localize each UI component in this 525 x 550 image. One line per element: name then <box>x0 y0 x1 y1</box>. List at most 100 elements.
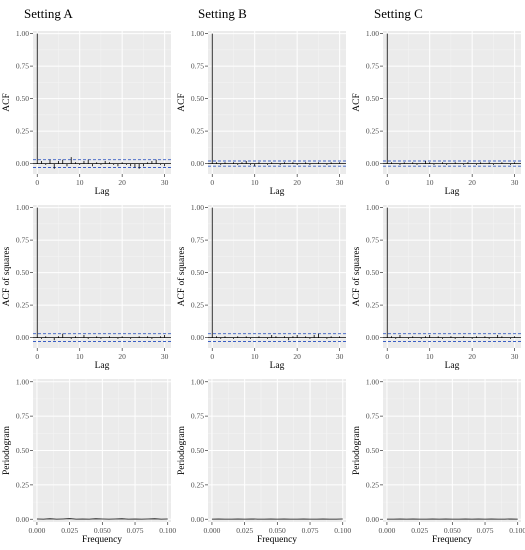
y-tick-label: 0.50 <box>16 268 29 277</box>
y-tick-label: 0.75 <box>191 236 204 245</box>
y-tick-label: 1.00 <box>366 203 379 212</box>
column-title-setting-b: Setting B <box>198 6 247 21</box>
y-axis-title: ACF of squares <box>1 246 12 306</box>
panel-setting-b-row-2: 0.00 0.25 0.50 0.75 1.00 0.000 0.025 0.050 0.075… <box>177 377 351 545</box>
y-tick-label: 0.00 <box>16 333 29 342</box>
y-axis-title: Periodogram <box>352 425 362 475</box>
panel-setting-b-row-1: 0.00 0.25 0.50 0.75 1.00 0 10 20 30 Lag ACF of squ… <box>176 203 346 371</box>
y-tick-label: 0.75 <box>16 62 29 71</box>
x-tick-label: 20 <box>468 178 476 187</box>
x-tick-label: 0.025 <box>61 526 78 535</box>
y-tick-label: 0.50 <box>366 446 379 455</box>
x-tick-label: 10 <box>76 352 84 361</box>
x-tick-label: 20 <box>118 352 126 361</box>
x-axis-title: Frequency <box>82 535 122 545</box>
x-tick-label: 10 <box>426 178 434 187</box>
y-tick-label: 1.00 <box>191 29 204 38</box>
x-tick-label: 0.025 <box>411 526 428 535</box>
x-tick-label: 30 <box>336 178 344 187</box>
x-axis-title: Lag <box>95 361 110 371</box>
y-tick-label: 0.00 <box>191 159 204 168</box>
x-tick-label: 0 <box>385 352 389 361</box>
y-tick-label: 0.25 <box>366 127 379 136</box>
x-tick-label: 0 <box>35 352 39 361</box>
y-axis-title: ACF of squares <box>351 246 362 306</box>
x-tick-label: 30 <box>511 352 519 361</box>
x-axis-title: Lag <box>95 187 110 197</box>
x-tick-label: 0.075 <box>477 526 494 535</box>
x-tick-label: 20 <box>118 178 126 187</box>
x-axis-title: Lag <box>445 187 460 197</box>
panel-setting-c-row-0: 0.00 0.25 0.50 0.75 1.00 0 10 20 30 Lag ACF <box>352 29 521 197</box>
x-tick-label: 30 <box>336 352 344 361</box>
panel-setting-c-row-1: 0.00 0.25 0.50 0.75 1.00 0 10 20 30 Lag ACF of squ… <box>351 203 521 371</box>
y-tick-label: 0.75 <box>366 236 379 245</box>
x-tick-label: 30 <box>161 178 169 187</box>
x-tick-label: 0.075 <box>302 526 319 535</box>
y-tick-label: 1.00 <box>16 29 29 38</box>
y-tick-label: 0.75 <box>366 62 379 71</box>
y-tick-label: 0.25 <box>16 127 29 136</box>
y-tick-label: 0.00 <box>366 333 379 342</box>
panel-setting-b-row-0: 0.00 0.25 0.50 0.75 1.00 0 10 20 30 Lag ACF <box>177 29 346 197</box>
y-tick-label: 0.25 <box>366 480 379 489</box>
panel-setting-a-row-1: 0.00 0.25 0.50 0.75 1.00 0 10 20 30 Lag ACF of squ… <box>1 203 171 371</box>
y-tick-label: 0.00 <box>191 515 204 524</box>
x-axis-title: Frequency <box>257 535 297 545</box>
x-tick-label: 0 <box>35 178 39 187</box>
panel-background <box>383 31 521 174</box>
panel-background <box>33 31 171 174</box>
x-tick-label: 0.000 <box>203 526 220 535</box>
x-tick-label: 20 <box>468 352 476 361</box>
y-tick-label: 0.50 <box>366 268 379 277</box>
y-tick-label: 1.00 <box>366 377 379 386</box>
x-tick-label: 0.100 <box>334 526 351 535</box>
x-tick-label: 0.000 <box>378 526 395 535</box>
y-tick-label: 0.75 <box>191 412 204 421</box>
x-tick-label: 30 <box>161 352 169 361</box>
x-tick-label: 0.025 <box>236 526 253 535</box>
x-tick-label: 0.050 <box>444 526 461 535</box>
y-axis-title: Periodogram <box>177 425 187 475</box>
y-tick-label: 0.75 <box>16 236 29 245</box>
y-tick-label: 0.50 <box>16 446 29 455</box>
x-tick-label: 0.050 <box>94 526 111 535</box>
x-tick-label: 10 <box>426 352 434 361</box>
y-tick-label: 1.00 <box>191 203 204 212</box>
y-tick-label: 0.75 <box>366 412 379 421</box>
x-tick-label: 10 <box>76 178 84 187</box>
y-tick-label: 0.75 <box>191 62 204 71</box>
x-axis-title: Lag <box>270 187 285 197</box>
panel-setting-a-row-2: 0.00 0.25 0.50 0.75 1.00 0.000 0.025 0.050 0.075… <box>2 377 176 545</box>
y-tick-label: 1.00 <box>366 29 379 38</box>
y-tick-label: 0.50 <box>191 268 204 277</box>
y-tick-label: 0.00 <box>16 515 29 524</box>
y-axis-title: ACF <box>177 93 187 111</box>
x-tick-label: 0.100 <box>509 526 525 535</box>
column-title-setting-a: Setting A <box>24 6 73 21</box>
x-axis-title: Lag <box>445 361 460 371</box>
x-tick-label: 10 <box>251 178 259 187</box>
y-tick-label: 0.75 <box>16 412 29 421</box>
x-tick-label: 20 <box>293 178 301 187</box>
panel-setting-c-row-2: 0.00 0.25 0.50 0.75 1.00 0.000 0.025 0.050 0.075… <box>352 377 525 545</box>
panel-background <box>208 31 346 174</box>
x-axis-title: Lag <box>270 361 285 371</box>
panel-background <box>208 205 346 348</box>
y-axis-title: ACF <box>2 93 12 111</box>
panel-setting-a-row-0: 0.00 0.25 0.50 0.75 1.00 0 10 20 30 Lag ACF <box>2 29 171 197</box>
x-tick-label: 0.000 <box>28 526 45 535</box>
y-tick-label: 0.50 <box>16 94 29 103</box>
panel-background <box>383 205 521 348</box>
y-tick-label: 1.00 <box>16 203 29 212</box>
y-tick-label: 0.00 <box>16 159 29 168</box>
x-tick-label: 0.050 <box>269 526 286 535</box>
y-tick-label: 0.25 <box>191 301 204 310</box>
y-tick-label: 0.25 <box>191 480 204 489</box>
panel-background <box>33 205 171 348</box>
y-axis-title: Periodogram <box>2 425 12 475</box>
x-tick-label: 0.100 <box>159 526 176 535</box>
y-tick-label: 0.25 <box>191 127 204 136</box>
